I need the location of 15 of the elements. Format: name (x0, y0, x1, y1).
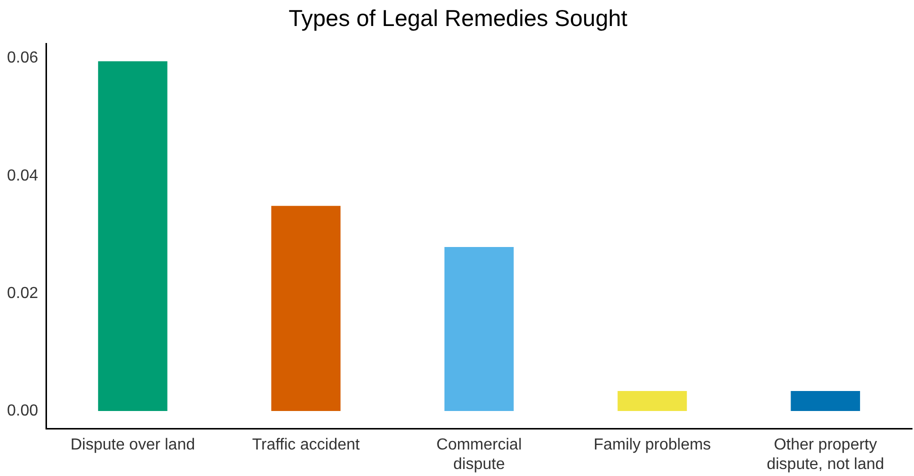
x-tick-label: Traffic accident (252, 436, 360, 454)
bar (618, 390, 687, 411)
chart-title: Types of Legal Remedies Sought (288, 5, 628, 32)
bar (98, 61, 168, 411)
y-tick-label: 0.02 (7, 284, 38, 302)
x-tick-label: Family problems (594, 436, 711, 454)
bar (790, 390, 860, 411)
y-tick-label: 0.04 (7, 167, 38, 184)
x-tick-label: Dispute over land (70, 436, 195, 454)
bar (444, 246, 514, 411)
y-tick-label: 0.06 (7, 50, 38, 67)
bar (271, 206, 341, 411)
x-tick-label: Commercial dispute (436, 436, 522, 473)
y-tick-label: 0.00 (7, 402, 38, 420)
x-tick-label: Other property dispute, not land (766, 436, 884, 473)
